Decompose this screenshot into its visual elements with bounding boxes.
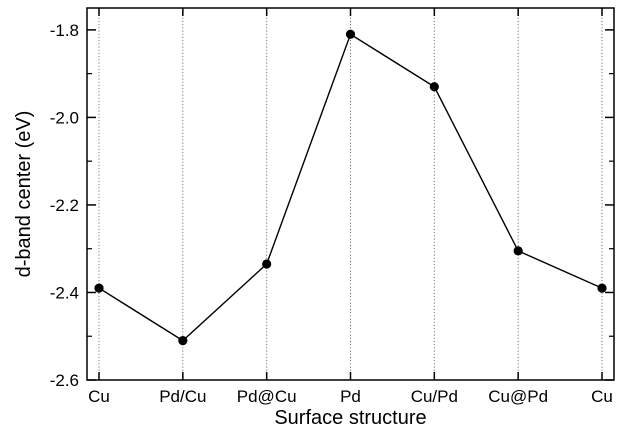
x-tick-label: Cu — [88, 387, 110, 406]
x-tick-label: Cu/Pd — [411, 387, 458, 406]
data-point-3 — [345, 29, 356, 39]
data-point-5 — [513, 246, 523, 256]
data-point-6 — [597, 283, 607, 293]
data-point-2 — [262, 259, 272, 269]
y-axis: -2.6 -2.4 -2.2 -2.0 -1.8 — [50, 21, 614, 390]
y-tick-label: -1.8 — [50, 21, 79, 40]
gridlines — [98, 8, 603, 380]
data-point-4 — [429, 82, 439, 92]
data-point-0 — [94, 283, 104, 293]
x-tick-label: Cu@Pd — [488, 387, 548, 406]
data-points — [94, 29, 607, 346]
y-axis-label: d-band center (eV) — [13, 111, 35, 278]
x-tick-label: Pd@Cu — [237, 387, 297, 406]
x-axis-label: Surface structure — [274, 407, 426, 429]
x-tick-label: Cu — [591, 387, 613, 406]
x-axis: Cu Pd/Cu Pd@Cu Pd Cu/Pd Cu@Pd Cu — [88, 8, 613, 406]
y-tick-label: -2.4 — [50, 283, 79, 302]
y-tick-label: -2.2 — [50, 196, 79, 215]
x-tick-label: Pd — [340, 387, 361, 406]
y-tick-label: -2.6 — [50, 371, 79, 390]
data-point-1 — [178, 336, 188, 346]
y-tick-label: -2.0 — [50, 108, 79, 127]
x-tick-label: Pd/Cu — [159, 387, 206, 406]
